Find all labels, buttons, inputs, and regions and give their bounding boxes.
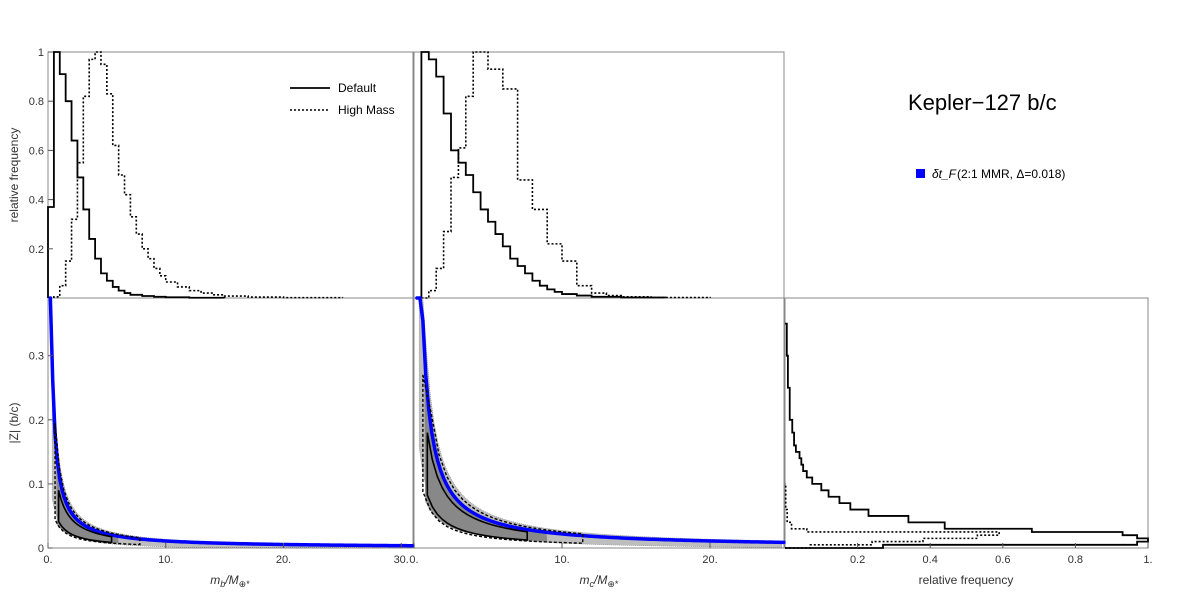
xlabel-mc-rest: /M bbox=[593, 573, 607, 587]
panel-scatter-mc-frame bbox=[413, 297, 785, 549]
scatter_mc_z-contour-highmass bbox=[422, 374, 584, 544]
hist_mb-ytick-label-0: 0.2 bbox=[29, 244, 44, 256]
hist_z-xtick-label-1: 0.4 bbox=[923, 554, 938, 566]
scatter_mb_z-xtick-label-2: 20. bbox=[276, 554, 291, 566]
xlabel-mb: mb/M⊕* bbox=[210, 573, 250, 589]
scatter_mb_z-contour-highmass bbox=[54, 423, 141, 546]
figure-title: Kepler−127 b/c bbox=[908, 90, 1057, 115]
scatter_mc_z-xtick-label-0: 0. bbox=[409, 554, 418, 566]
dataset-legend-swatch bbox=[916, 169, 925, 178]
hist_mc-series-1 bbox=[421, 51, 711, 299]
scatter_mb_z-ytick-label-0: 0 bbox=[38, 543, 44, 555]
hist_z-xtick-label-4: 1. bbox=[1143, 554, 1152, 566]
hist_z-xtick-label-3: 0.8 bbox=[1068, 554, 1083, 566]
xlabel-mb-rest: /M bbox=[224, 573, 238, 587]
hist_mb-ytick-label-1: 0.4 bbox=[29, 195, 44, 207]
xlabel-mc-m: m bbox=[580, 573, 590, 587]
hist_z-xtick-label-0: 0.2 bbox=[850, 554, 865, 566]
scatter_mc_z-xtick-label-1: 10. bbox=[554, 554, 569, 566]
scatter_mc_z-xtick-label-2: 20. bbox=[702, 554, 717, 566]
scatter_mb_z-contour-default bbox=[57, 490, 113, 544]
legend-highmass-label: High Mass bbox=[338, 103, 395, 117]
scatter_mb_z-xtick-label-0: 0. bbox=[43, 554, 52, 566]
hist_z-xtick-label-2: 0.6 bbox=[995, 554, 1010, 566]
scatter_mc_z-cloud bbox=[418, 297, 783, 548]
hist_mc-series-0 bbox=[420, 51, 667, 299]
xlabel-mb-sub: b bbox=[220, 579, 225, 589]
chart-marks bbox=[47, 51, 1149, 549]
xlabel-relfreq: relative frequency bbox=[919, 573, 1014, 587]
scatter_mb_z-ytick-label-2: 0.2 bbox=[29, 415, 44, 427]
hist-legend: Default High Mass bbox=[290, 81, 395, 117]
dataset-legend-label: (2:1 MMR, Δ=0.018) bbox=[957, 167, 1065, 181]
hist_z-series-0 bbox=[785, 322, 1149, 549]
xlabel-mb-m: m bbox=[210, 573, 220, 587]
scatter_mb_z-ytick-label-1: 0.1 bbox=[29, 479, 44, 491]
hist-ylabel: relative frequency bbox=[7, 128, 21, 223]
scatter_mb_z-xtick-label-1: 10. bbox=[158, 554, 173, 566]
legend-default-label: Default bbox=[338, 81, 377, 95]
hist_mb-ytick-label-4: 1 bbox=[38, 47, 44, 59]
scatter_mb_z-cloud bbox=[51, 327, 412, 548]
hist_mb-series-0 bbox=[47, 51, 226, 299]
panel-hist-z-frame bbox=[784, 297, 1149, 549]
dataset-legend-symbol: δt_F bbox=[932, 167, 957, 181]
scatter_mb_z-blue-front bbox=[48, 296, 415, 548]
scatter_mc_z-contour-default bbox=[426, 432, 529, 541]
xlabel-mc-sub: c bbox=[590, 579, 595, 589]
scatter-ylabel: |Z| (b/c) bbox=[7, 403, 21, 444]
hist_z-series-1 bbox=[784, 483, 1000, 549]
hist_mb-series-1 bbox=[53, 51, 344, 299]
xlabel-mc: mc/M⊕* bbox=[580, 573, 619, 589]
xlabel-mb-sub2: ⊕* bbox=[239, 579, 251, 589]
scatter_mb_z-xtick-label-3: 30. bbox=[394, 554, 409, 566]
scatter_mb_z-ytick-label-3: 0.3 bbox=[29, 351, 44, 363]
panel-scatter-mb-frame bbox=[47, 297, 414, 549]
xlabel-mc-sub2: ⊕* bbox=[607, 579, 619, 589]
scatter_mb_z-core bbox=[56, 455, 119, 544]
scatter_mc_z-blue-front bbox=[415, 296, 786, 545]
hist_mb-ytick-label-3: 0.8 bbox=[29, 96, 44, 108]
hist_mb-ytick-label-2: 0.6 bbox=[29, 145, 44, 157]
